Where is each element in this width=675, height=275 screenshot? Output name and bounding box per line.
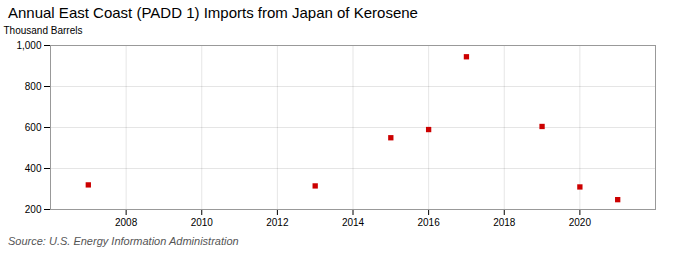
svg-text:2020: 2020 — [569, 217, 592, 228]
svg-text:2012: 2012 — [266, 217, 289, 228]
svg-text:1,000: 1,000 — [16, 40, 41, 51]
svg-text:2008: 2008 — [115, 217, 138, 228]
html-text:Source: U.S. Energy Informatio: Source: U.S. Energy Information Administ… — [8, 235, 239, 247]
svg-text:800: 800 — [25, 81, 42, 92]
svg-text:Thousand Barrels: Thousand Barrels — [4, 25, 83, 36]
svg-text:400: 400 — [25, 163, 42, 174]
svg-text:200: 200 — [25, 204, 42, 215]
svg-text:600: 600 — [25, 122, 42, 133]
svg-text:2016: 2016 — [418, 217, 441, 228]
html-text:Annual East Coast (PADD 1) Imp: Annual East Coast (PADD 1) Imports from … — [8, 4, 418, 21]
svg-text:2010: 2010 — [191, 217, 214, 228]
svg-text:2014: 2014 — [342, 217, 365, 228]
svg-text:2018: 2018 — [493, 217, 516, 228]
